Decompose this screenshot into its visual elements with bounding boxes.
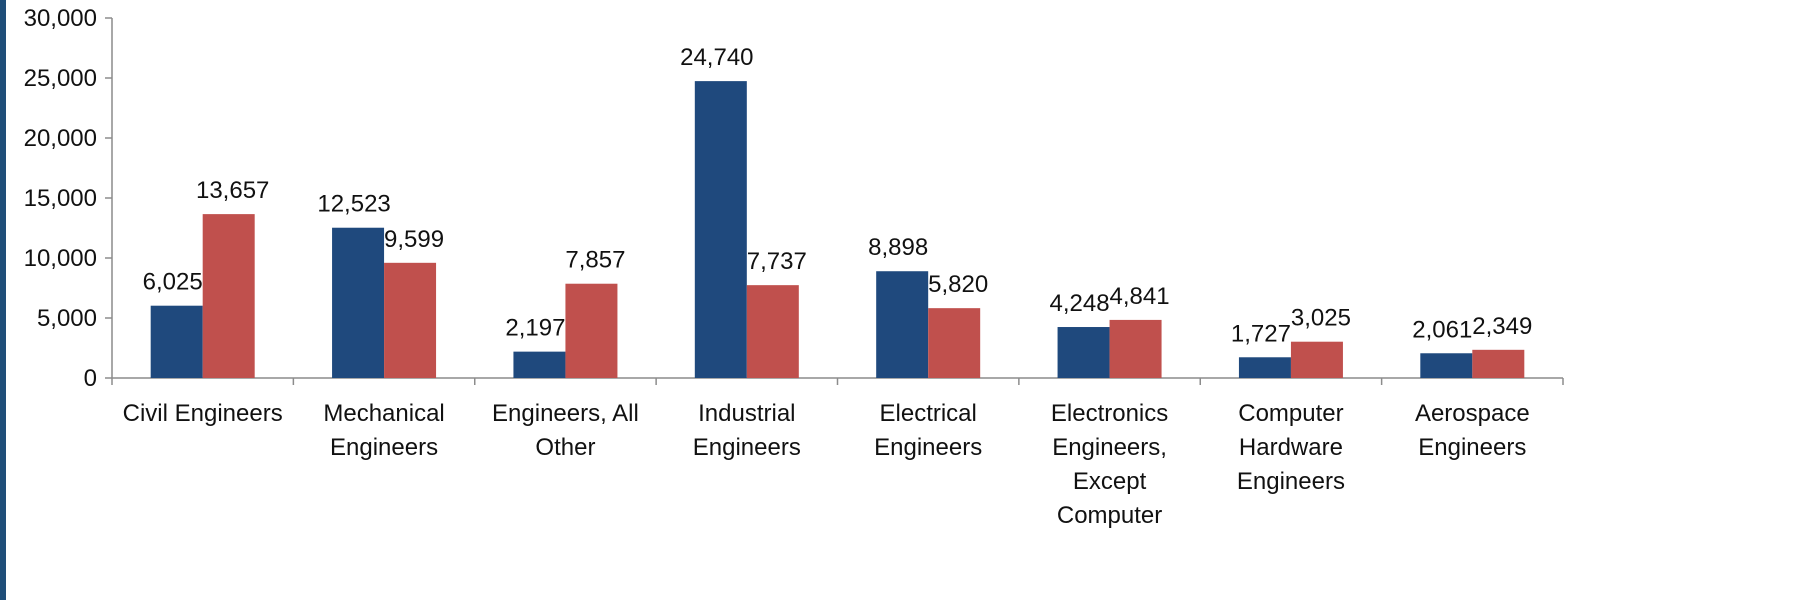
category-label-line: Aerospace [1415, 400, 1530, 427]
category-label: Civil Engineers [123, 400, 283, 427]
category-label: Mechanical Engineers [323, 400, 444, 461]
category-label-line: Engineers, All [492, 400, 639, 427]
data-label: 8,898 [868, 234, 928, 261]
category-label-line: Hardware [1239, 434, 1343, 461]
bar-series-2 [1472, 349, 1525, 378]
category-label: Engineers, All Other [492, 400, 639, 461]
data-label: 6,025 [143, 269, 203, 296]
data-label: 2,061 [1412, 316, 1472, 343]
bar-series-1 [876, 271, 929, 378]
y-axis: 0 5,000 10,000 15,000 20,000 25,000 30,000 [24, 5, 113, 392]
category-label-line: Except [1073, 468, 1147, 495]
category-label: Aerospace Engineers [1415, 400, 1530, 461]
data-label: 3,025 [1291, 305, 1351, 332]
value-labels: 6,025 12,523 2,197 24,740 8,898 4,248 1,727 2,0… [143, 44, 1533, 347]
bar-series-2 [202, 214, 255, 378]
category-labels: Civil Engineers Mechanical Engineers Engine… [123, 400, 1530, 529]
category-label-line: Computer [1057, 502, 1162, 529]
category-label-line: Civil Engineers [123, 400, 283, 427]
data-label: 4,841 [1110, 283, 1170, 310]
bar-series-1 [1057, 327, 1110, 378]
category-label-line: Engineers [874, 434, 982, 461]
data-label: 1,727 [1231, 320, 1291, 347]
data-label: 2,197 [505, 315, 565, 342]
category-label-line: Computer [1238, 400, 1343, 427]
bar-series-1 [150, 305, 203, 378]
bar-series-1 [1420, 353, 1473, 378]
category-label-line: Engineers [1237, 468, 1345, 495]
y-tick-label: 5,000 [37, 305, 97, 332]
data-label: 9,599 [384, 226, 444, 253]
bar-series-2 [565, 283, 618, 378]
data-label: 5,820 [928, 271, 988, 298]
y-tick-label: 20,000 [24, 125, 97, 152]
category-label-line: Industrial [698, 400, 795, 427]
category-label: Electronics Engineers, Except Computer [1051, 400, 1168, 529]
category-label-line: Electrical [880, 400, 977, 427]
data-label: 24,740 [680, 44, 753, 71]
y-tick-label: 15,000 [24, 185, 97, 212]
bar-series-1 [332, 227, 385, 378]
bar-series-2 [1109, 319, 1162, 378]
bar-series-2 [384, 262, 437, 378]
bar-series-2 [746, 285, 799, 378]
category-label-line: Engineers [693, 434, 801, 461]
category-label-line: Mechanical [323, 400, 444, 427]
category-label: Electrical Engineers [874, 400, 982, 461]
bar-series-2 [1290, 341, 1343, 378]
bar-series-1 [694, 81, 747, 379]
bars [150, 81, 1525, 379]
category-label-line: Engineers [330, 434, 438, 461]
data-label: 13,657 [196, 177, 269, 204]
data-label: 4,248 [1050, 290, 1110, 317]
y-tick-label: 30,000 [24, 5, 97, 32]
y-tick-label: 25,000 [24, 65, 97, 92]
category-label-line: Other [535, 434, 595, 461]
data-label: 12,523 [317, 191, 390, 218]
category-label-line: Electronics [1051, 400, 1168, 427]
left-accent-bar [0, 0, 6, 600]
data-label: 7,857 [565, 247, 625, 274]
category-label: Computer Hardware Engineers [1237, 400, 1345, 495]
bar-series-1 [1238, 357, 1291, 378]
x-axis [111, 377, 1564, 385]
category-label-line: Engineers, [1052, 434, 1167, 461]
data-label: 2,349 [1472, 313, 1532, 340]
bar-series-2 [928, 308, 981, 378]
category-label-line: Engineers [1418, 434, 1526, 461]
data-label: 7,737 [747, 248, 807, 275]
y-tick-label: 10,000 [24, 245, 97, 272]
y-tick-label: 0 [84, 365, 97, 392]
category-label: Industrial Engineers [693, 400, 801, 461]
bar-series-1 [513, 351, 566, 378]
